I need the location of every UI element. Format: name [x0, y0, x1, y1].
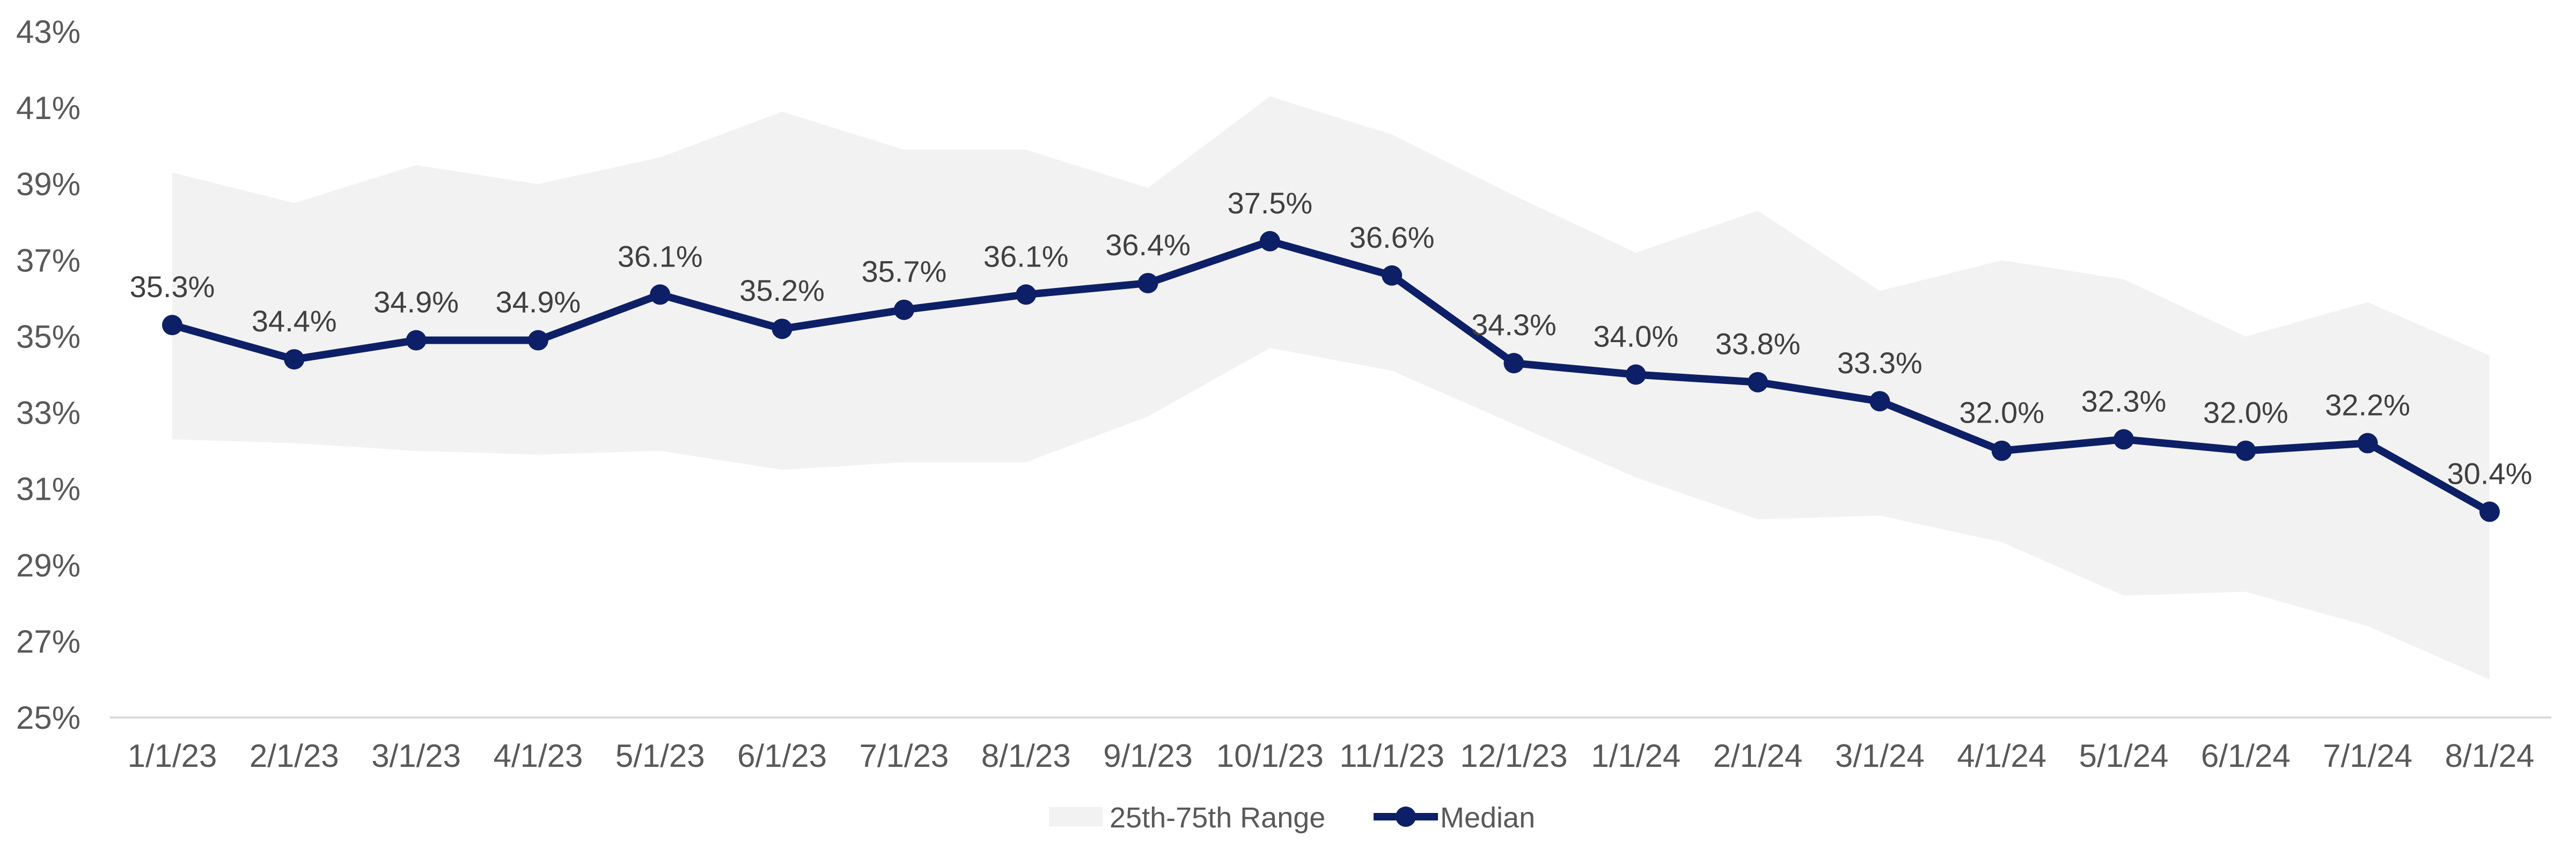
- data-label: 35.7%: [861, 255, 946, 289]
- x-tick-label: 2/1/23: [249, 738, 339, 774]
- data-label: 37.5%: [1227, 186, 1312, 220]
- data-label: 34.9%: [373, 285, 459, 319]
- data-label: 33.8%: [1715, 327, 1801, 361]
- x-tick-label: 6/1/23: [737, 738, 827, 774]
- data-label: 30.4%: [2447, 456, 2533, 490]
- legend-label-range: 25th-75th Range: [1110, 802, 1325, 834]
- x-tick-label: 12/1/23: [1460, 738, 1567, 774]
- x-tick-label: 4/1/23: [494, 738, 583, 774]
- data-label-layer: 35.3% 34.4% 34.9% 34.9% 36.1% 35.2% 35.7% 36.1%…: [130, 186, 2533, 490]
- median-point: [1382, 265, 1403, 286]
- median-point: [527, 330, 548, 351]
- median-point: [284, 349, 305, 370]
- y-tick-label: 35%: [16, 319, 80, 354]
- data-label: 32.2%: [2325, 388, 2410, 421]
- data-label: 34.0%: [1593, 320, 1678, 353]
- median-point: [2235, 440, 2256, 461]
- data-label: 34.4%: [252, 304, 337, 338]
- legend: 25th-75th Range Median: [1049, 802, 1535, 834]
- y-tick-label: 31%: [16, 471, 80, 507]
- median-series-line: [168, 237, 2493, 516]
- median-point: [1137, 272, 1158, 293]
- median-point: [1259, 231, 1280, 252]
- y-tick-label: 25%: [16, 700, 80, 736]
- x-tick-label: 2/1/24: [1713, 738, 1803, 774]
- median-point: [1503, 353, 1524, 374]
- data-label: 36.1%: [618, 239, 703, 273]
- median-point: [406, 330, 427, 351]
- legend-label-median: Median: [1440, 802, 1535, 834]
- x-tick-label: 7/1/24: [2323, 738, 2412, 774]
- data-label: 35.2%: [739, 273, 825, 307]
- data-label: 36.6%: [1349, 220, 1435, 254]
- x-tick-label: 3/1/24: [1835, 738, 1925, 774]
- median-point: [650, 284, 671, 305]
- y-tick-label: 37%: [16, 242, 80, 278]
- y-tick-label: 29%: [16, 548, 80, 583]
- data-label: 32.0%: [1959, 396, 2044, 430]
- median-point: [1016, 284, 1037, 305]
- data-label: 34.9%: [496, 285, 581, 319]
- median-point: [2113, 429, 2134, 450]
- data-label: 36.1%: [984, 239, 1069, 273]
- legend-marker-swatch: [1396, 807, 1416, 827]
- data-label: 35.3%: [130, 270, 215, 304]
- x-tick-label: 8/1/23: [981, 738, 1071, 774]
- y-tick-label: 43%: [16, 14, 80, 50]
- median-point: [1991, 440, 2012, 461]
- data-label: 36.4%: [1105, 228, 1191, 262]
- x-tick-label: 3/1/23: [371, 738, 461, 774]
- median-point: [1869, 391, 1890, 412]
- data-label: 34.3%: [1471, 308, 1557, 342]
- median-point: [2357, 433, 2378, 454]
- data-label: 32.3%: [2081, 384, 2167, 418]
- x-tick-label: 1/1/24: [1591, 738, 1680, 774]
- y-tick-label: 41%: [16, 90, 80, 126]
- y-tick-label: 39%: [16, 166, 80, 202]
- x-tick-label: 7/1/23: [859, 738, 949, 774]
- y-tick-label: 33%: [16, 395, 80, 431]
- x-tick-label: 6/1/24: [2201, 738, 2291, 774]
- median-point: [893, 299, 914, 320]
- y-tick-label: 27%: [16, 624, 80, 660]
- x-tick-label: 1/1/23: [128, 738, 217, 774]
- median-point: [1748, 372, 1768, 393]
- x-tick-label: 5/1/23: [615, 738, 705, 774]
- median-point: [2479, 501, 2500, 522]
- data-label: 33.3%: [1837, 346, 1922, 380]
- x-tick-label: 5/1/24: [2079, 738, 2169, 774]
- x-tick-label: 10/1/23: [1216, 738, 1324, 774]
- range-band-area: [172, 96, 2490, 679]
- x-tick-label: 9/1/23: [1103, 738, 1193, 774]
- data-label: 32.0%: [2203, 396, 2288, 430]
- median-point: [162, 315, 182, 336]
- axis-layer: 25% 27% 29% 31% 33% 35% 37% 39% 41% 43% 1/1/23 2/1/…: [16, 14, 2551, 774]
- legend-band-swatch: [1049, 807, 1103, 826]
- range-band-layer: [172, 96, 2490, 679]
- x-tick-label: 4/1/24: [1957, 738, 2046, 774]
- median-line-layer: [168, 237, 2493, 516]
- x-tick-label: 8/1/24: [2445, 738, 2535, 774]
- median-point: [772, 319, 792, 339]
- median-marker-layer: [162, 231, 2500, 522]
- x-tick-label: 11/1/23: [1339, 738, 1444, 774]
- median-point: [1625, 364, 1646, 385]
